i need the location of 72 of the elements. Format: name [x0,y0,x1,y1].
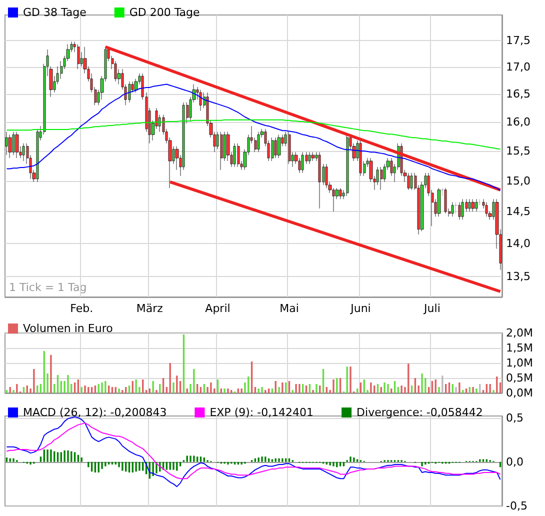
y-tick-label: 16,5 [506,88,530,101]
candlestick [380,166,383,190]
y-tick-label: 1,0M [506,356,533,370]
candlestick [128,81,131,103]
y-tick-label: 14,5 [506,205,530,218]
candlestick [410,172,413,190]
candlestick [301,152,304,174]
y-tick-label: 0,0M [506,386,533,400]
y-tick-label: 0,5 [506,411,524,424]
candlestick [308,152,311,164]
candlestick [461,198,464,220]
candlestick [257,132,260,152]
candlestick [199,89,202,112]
candlestick [346,134,349,196]
candlestick [274,137,277,158]
y-tick-label: 17,0 [506,60,530,74]
candlestick [441,188,444,196]
y-tick-label: 14,0 [506,237,530,250]
candlestick [451,202,454,217]
y-tick-label: 15,5 [506,144,530,158]
legend-label: GD 200 Tage [129,6,200,19]
x-tick-label: April [205,302,230,315]
candlestick [485,202,488,217]
candlestick [277,134,281,158]
line-series [6,84,501,192]
y-tick-label: 0,5M [506,372,533,384]
candlestick [22,143,25,162]
x-tick-label: Feb. [70,302,94,315]
legend-label: Divergence: -0,058442 [356,406,483,419]
legend-label: GD 38 Tage [23,6,87,19]
candlestick [233,143,236,168]
candlestick [12,132,15,156]
candlestick [475,198,478,212]
line-series [6,422,501,480]
candlestick [15,132,19,158]
x-tick-label: Juni [350,302,371,315]
y-tick-label: 13,5 [506,270,530,284]
candlestick [36,128,39,182]
candlestick [444,188,447,214]
candlestick [458,202,461,220]
candlestick [454,202,458,214]
candlestick [318,152,321,209]
legend-label: Volumen in Euro [23,322,114,335]
y-tick-label: 1,5M [506,342,533,354]
y-tick-label: -0,5 [506,500,528,512]
candlestick [237,143,240,168]
x-tick-label: März [136,302,164,315]
y-tick-label: 17,5 [506,34,530,48]
candlestick [5,132,8,156]
annotation: 1 Tick = 1 Tag [9,281,87,294]
candlestick [407,172,410,190]
candlestick [271,137,274,162]
candlestick [77,44,80,70]
candlestick [220,132,223,170]
line-series [6,119,501,150]
y-tick-label: 16,0 [506,116,530,129]
y-tick-label: 0,0 [506,455,524,468]
x-tick-label: Juli [423,302,440,315]
candlestick [468,198,471,212]
candlestick [359,140,362,176]
x-tick-label: Mai [280,302,299,315]
candlestick [339,188,342,200]
legend-label: EXP (9): -0,142401 [210,406,314,419]
candlestick [437,188,441,217]
y-tick-label: 2,0M [506,326,533,340]
legend-label: MACD (26, 12): -0,200843 [23,406,167,419]
candlestick [478,198,481,206]
candlestick [311,152,315,162]
y-tick-label: 15,0 [506,174,530,188]
candlestick [471,198,475,212]
candlestick [8,134,12,158]
candlestick [288,132,291,164]
